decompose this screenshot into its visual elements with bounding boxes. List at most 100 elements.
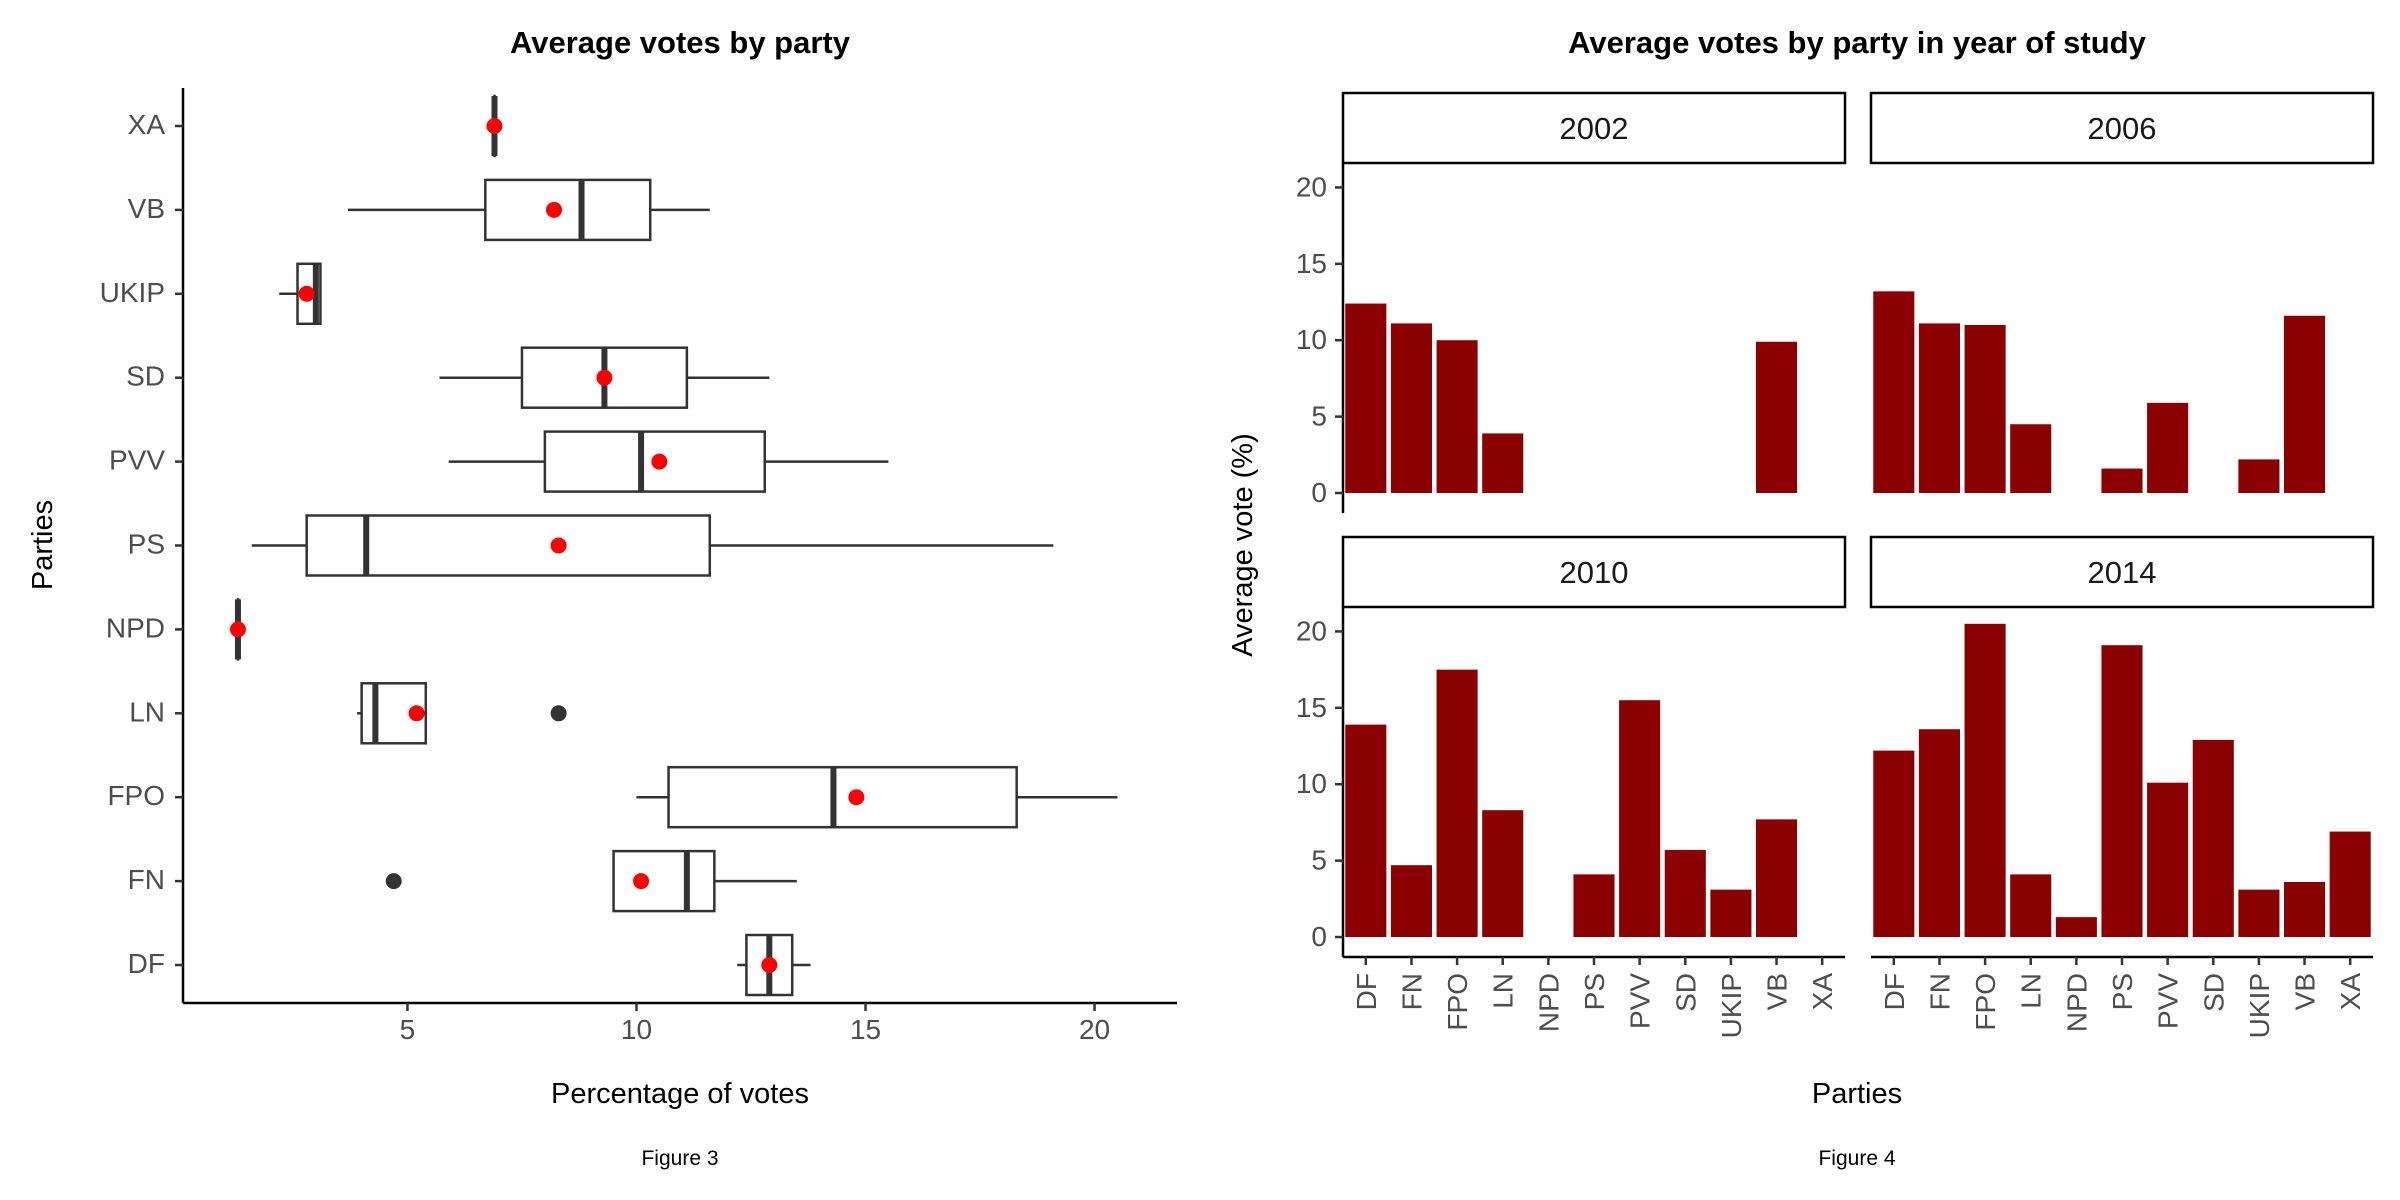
x-tick-label: PS — [1579, 973, 1610, 1010]
bar-df — [1873, 291, 1915, 493]
facet-2010: 2010 0 5 10 15 20 DF FN FPO LN NPD PS PVV SD UKIP VB XA — [1296, 535, 1847, 1038]
bar-ukip — [2238, 889, 2280, 937]
mean-point — [761, 957, 778, 973]
bar-pvv — [2147, 402, 2189, 493]
boxplot-chart: Average votes by party DF FN FPO LN NPD PS PVV… — [27, 25, 1177, 1170]
x-tick-label: PS — [2107, 973, 2138, 1010]
boxplot-title: Average votes by party — [510, 25, 851, 60]
box-ukip — [279, 262, 322, 326]
box-npd — [229, 598, 246, 661]
box-ln — [357, 682, 567, 745]
x-tick-label: 10 — [621, 1014, 652, 1045]
boxplot-y-ticks: DF FN FPO LN NPD PS PVV SD UKIP VB XA — [100, 109, 183, 979]
bar-x-axis-title: Parties — [1812, 1078, 1902, 1110]
bar-fn — [1390, 323, 1432, 493]
bar-fpo — [1436, 669, 1478, 937]
bar-y-axis-title: Average vote (%) — [1227, 433, 1259, 657]
facet-strip — [1341, 91, 1847, 165]
y-tick-label: NPD — [106, 612, 165, 643]
facet-strip-label: 2014 — [2088, 555, 2157, 590]
outlier-point — [385, 873, 402, 890]
x-tick-label: LN — [2016, 973, 2047, 1009]
mean-point — [596, 369, 613, 386]
mean-point — [546, 201, 563, 218]
bar-ukip — [2238, 459, 2280, 493]
faceted-bar-chart: Average votes by party in year of study … — [1227, 25, 2375, 1170]
x-tick-label: VB — [2290, 973, 2321, 1010]
facet-strip — [1869, 91, 2375, 165]
bar-fpo — [1964, 324, 2006, 493]
bar-fn — [1390, 865, 1432, 937]
y-tick-label: 10 — [1296, 768, 1327, 799]
box-iqr — [667, 765, 1018, 829]
bar-title: Average votes by party in year of study — [1568, 25, 2146, 60]
boxplot-plot-area — [229, 94, 1118, 997]
y-tick-label: SD — [126, 361, 165, 392]
y-tick-label: 20 — [1296, 615, 1327, 646]
y-tick-label: 5 — [1311, 845, 1327, 876]
bar-fn — [1918, 323, 1960, 493]
bar-sd — [1664, 849, 1706, 937]
box-xa — [486, 94, 503, 158]
mean-point — [550, 537, 567, 554]
x-tick-label: UKIP — [2244, 973, 2275, 1038]
bar-ln — [2010, 874, 2052, 937]
x-tick-label: PVV — [1625, 973, 1656, 1029]
bar-ps — [2101, 468, 2143, 493]
box-fpo — [636, 765, 1118, 829]
x-tick-label: FN — [1924, 973, 1955, 1010]
box-fn — [385, 849, 797, 913]
y-tick-label: PVV — [109, 445, 165, 476]
x-tick-label: UKIP — [1716, 973, 1747, 1038]
x-tick-label: FPO — [1442, 973, 1473, 1031]
x-tick-label: DF — [1351, 973, 1382, 1010]
y-tick-label: LN — [129, 696, 165, 727]
x-tick-label: XA — [2335, 973, 2366, 1011]
y-tick-label: 10 — [1296, 324, 1327, 355]
x-tick-label: 20 — [1079, 1014, 1110, 1045]
bar-pvv — [2147, 782, 2189, 937]
y-tick-label: FPO — [107, 780, 165, 811]
bar-ln — [1482, 810, 1524, 937]
bar-pvv — [1619, 700, 1661, 937]
facet-strip — [1869, 535, 2375, 609]
bar-ukip — [1710, 889, 1752, 937]
box-df — [737, 933, 811, 997]
mean-point — [229, 621, 246, 638]
y-tick-label: 5 — [1311, 401, 1327, 432]
boxplot-x-ticks: 5 10 15 20 — [400, 1003, 1110, 1045]
y-tick-label: PS — [128, 529, 165, 560]
x-tick-label: NPD — [2061, 973, 2092, 1032]
y-tick-label: 0 — [1311, 921, 1327, 952]
box-pvv — [448, 430, 889, 493]
bar-vb — [1756, 341, 1798, 493]
box-iqr — [484, 178, 652, 242]
facet-2002: 2002 0 5 10 15 20 — [1296, 91, 1847, 513]
bar-ln — [2010, 424, 2052, 493]
bar-df — [1345, 724, 1387, 937]
x-tick-label: XA — [1807, 973, 1838, 1011]
mean-point — [848, 789, 865, 806]
y-tick-label: FN — [128, 864, 165, 895]
bar-df — [1345, 303, 1387, 493]
facet-2006: 2006 — [1869, 91, 2375, 493]
box-ps — [251, 514, 1054, 577]
y-tick-label: XA — [128, 109, 166, 140]
x-tick-label: SD — [1670, 973, 1701, 1012]
x-tick-label: PVV — [2153, 973, 2184, 1029]
bar-vb — [2284, 315, 2326, 493]
box-iqr — [612, 849, 716, 913]
mean-point — [486, 118, 503, 134]
y-tick-label: 0 — [1311, 477, 1327, 508]
bar-vb — [1756, 819, 1798, 937]
bar-ln — [1482, 433, 1524, 493]
facet-2014: 2014 DF FN FPO LN NPD PS PVV SD UKIP VB XA — [1869, 535, 2375, 1038]
boxplot-x-axis-title: Percentage of votes — [551, 1078, 809, 1110]
y-tick-label: DF — [128, 948, 165, 979]
x-tick-label: VB — [1762, 973, 1793, 1010]
figure-3-caption: Figure 3 — [641, 1147, 718, 1170]
facet-strip-label: 2006 — [2088, 111, 2157, 146]
bar-fn — [1918, 729, 1960, 937]
box-vb — [347, 178, 710, 242]
bar-ps — [2101, 645, 2143, 937]
